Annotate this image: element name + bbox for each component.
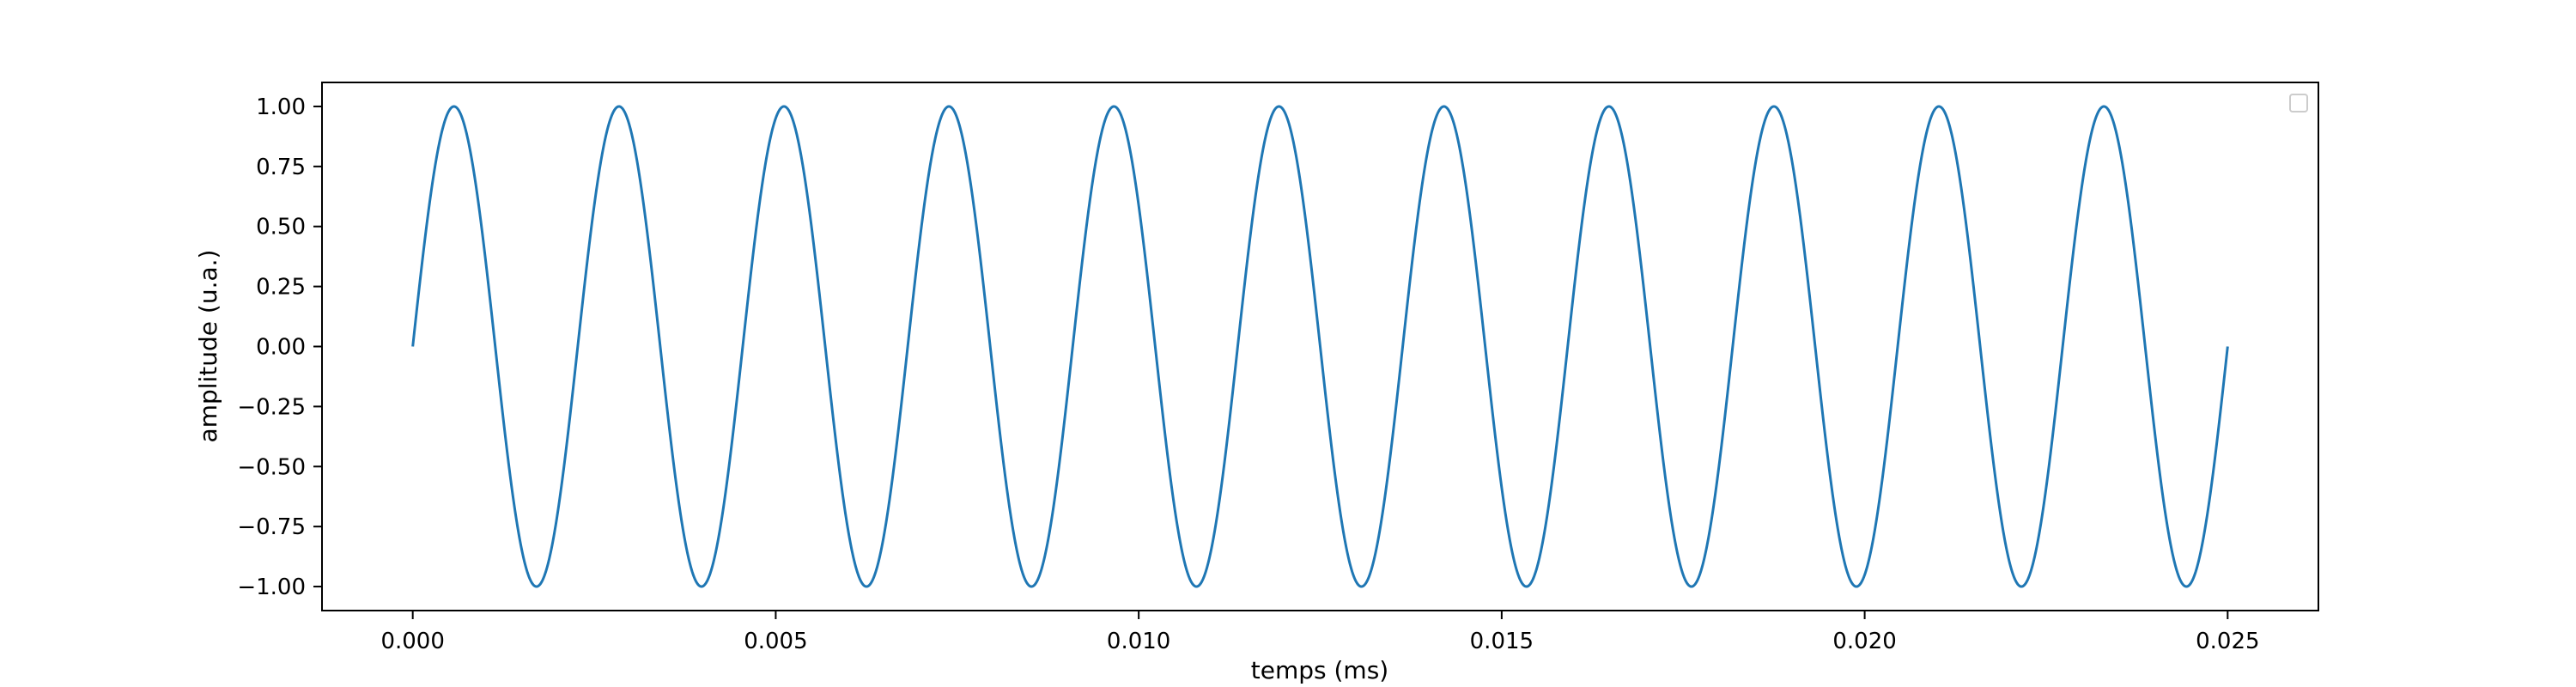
y-tick-label: 0.00 [256,335,306,361]
y-tick-label: 1.00 [256,94,306,120]
y-tick-label: −1.00 [237,575,306,600]
y-tick-label: −0.75 [237,514,306,540]
x-axis-ticks: 0.000 0.005 0.010 0.015 0.020 0.025 [380,611,2260,654]
y-tick-label: −0.50 [237,454,306,480]
y-tick-label: 0.75 [256,155,306,180]
x-axis-label: temps (ms) [1251,656,1388,684]
plot-frame [321,82,2319,611]
x-tick-label: 0.020 [1832,629,1896,654]
y-axis-label: amplitude (u.a.) [194,250,222,443]
series-line-0 [411,105,2229,588]
y-axis-ticks: 1.00 0.75 0.50 0.25 0.00 −0.25 −0.50 −0.75 −1.00 [237,94,322,600]
x-tick-label: 0.025 [2196,629,2259,654]
legend-box [2289,94,2308,112]
y-tick-label: 0.50 [256,215,306,240]
x-tick-label: 0.000 [380,629,444,654]
y-tick-label: 0.25 [256,275,306,301]
series-layer [411,105,2229,588]
x-tick-label: 0.005 [744,629,807,654]
y-tick-label: −0.25 [237,394,306,420]
x-tick-label: 0.010 [1107,629,1170,654]
x-tick-label: 0.015 [1470,629,1534,654]
